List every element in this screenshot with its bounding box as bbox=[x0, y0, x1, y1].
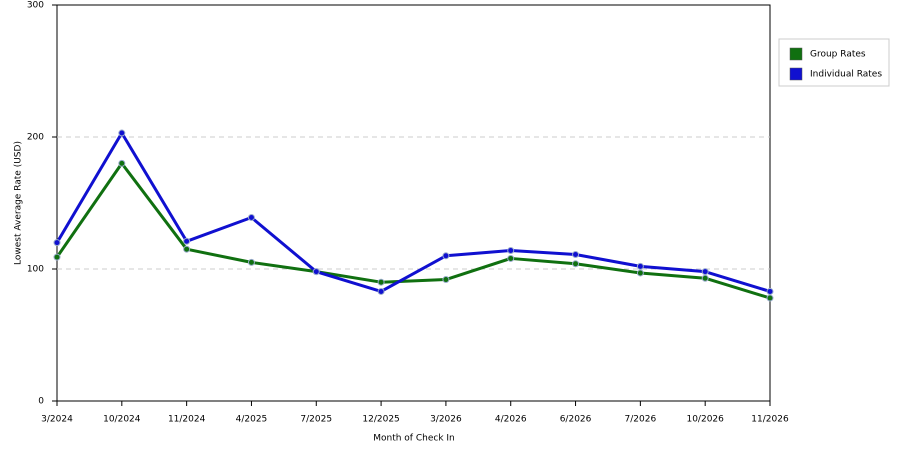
point bbox=[118, 129, 126, 137]
point bbox=[377, 287, 385, 295]
legend-label: Group Rates bbox=[810, 50, 866, 60]
point bbox=[507, 254, 515, 262]
point bbox=[572, 250, 580, 258]
legend-label: Individual Rates bbox=[810, 70, 882, 80]
legend-swatch bbox=[789, 47, 803, 61]
point bbox=[53, 253, 61, 261]
y-tick-label: 100 bbox=[27, 265, 44, 275]
point bbox=[377, 278, 385, 286]
point bbox=[766, 287, 774, 295]
x-tick-label: 6/2026 bbox=[560, 415, 592, 425]
plot-area bbox=[56, 4, 771, 402]
x-tick-label: 11/2026 bbox=[751, 415, 789, 425]
x-tick-label: 7/2026 bbox=[625, 415, 657, 425]
point bbox=[442, 252, 450, 260]
x-tick-label: 12/2025 bbox=[362, 415, 399, 425]
point bbox=[701, 268, 709, 276]
point bbox=[766, 294, 774, 302]
point bbox=[247, 258, 255, 266]
x-tick-label: 7/2025 bbox=[300, 415, 332, 425]
point bbox=[701, 274, 709, 282]
y-tick-label: 200 bbox=[27, 133, 44, 143]
series-line bbox=[55, 161, 771, 300]
x-tick-label: 4/2026 bbox=[495, 415, 527, 425]
y-tick-label: 300 bbox=[27, 1, 44, 11]
x-tick-label: 10/2026 bbox=[686, 415, 724, 425]
legend-swatch bbox=[789, 67, 803, 81]
point bbox=[507, 247, 515, 255]
x-tick-label: 3/2026 bbox=[430, 415, 462, 425]
point bbox=[636, 269, 644, 277]
point bbox=[183, 237, 191, 245]
x-tick-label: 4/2025 bbox=[236, 415, 268, 425]
point bbox=[247, 214, 255, 222]
y-tick-label: 0 bbox=[38, 397, 44, 407]
point bbox=[183, 245, 191, 253]
point bbox=[636, 262, 644, 270]
point bbox=[118, 159, 126, 167]
x-tick-label: 11/2024 bbox=[168, 415, 206, 425]
point bbox=[312, 268, 320, 276]
point bbox=[442, 276, 450, 284]
x-axis-title: Month of Check In bbox=[373, 434, 455, 444]
point bbox=[53, 239, 61, 247]
x-tick-label: 10/2024 bbox=[103, 415, 141, 425]
x-tick-label: 3/2024 bbox=[41, 415, 73, 425]
y-axis-title: Lowest Average Rate (USD) bbox=[14, 141, 24, 265]
series-line bbox=[55, 131, 771, 293]
point bbox=[572, 260, 580, 268]
